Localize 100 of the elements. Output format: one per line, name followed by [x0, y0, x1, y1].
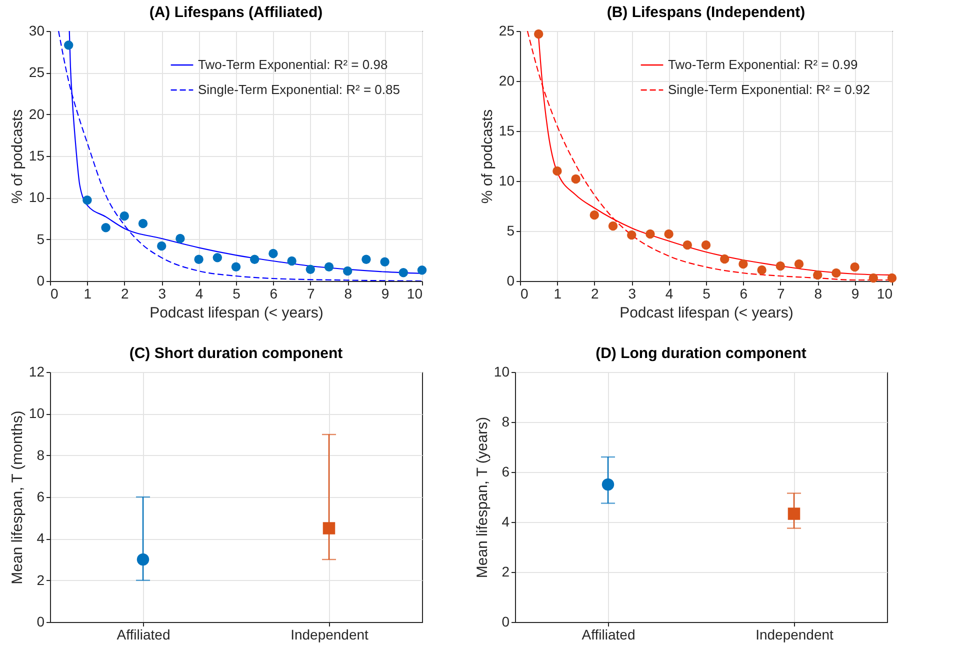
y-tick-label: 8	[502, 414, 510, 430]
y-tick-label: 10	[28, 189, 45, 206]
point	[362, 254, 371, 264]
x-tick-label: 8	[814, 286, 822, 302]
x-tick-label: 7	[307, 286, 315, 302]
y-tick-label: 6	[502, 464, 510, 480]
chart-title: (D) Long duration component	[596, 345, 806, 362]
y-tick-label: 6	[36, 488, 45, 504]
y-tick-label: 10	[28, 405, 45, 422]
point	[176, 234, 185, 244]
y-axis-title: Mean lifespan, T (years)	[474, 416, 491, 578]
x-tick-label: 0	[50, 286, 58, 302]
point	[342, 266, 352, 276]
y-tick-label: 0	[36, 272, 45, 288]
y-tick-label: 25	[28, 64, 45, 80]
chart-title: (B) Lifespans (Independent)	[606, 4, 806, 21]
point	[682, 240, 692, 250]
point	[417, 266, 427, 275]
point	[571, 174, 580, 184]
y-tick-label: 2	[36, 572, 45, 588]
point	[120, 211, 130, 221]
x-tick-label: Affiliated	[582, 626, 636, 642]
point	[268, 248, 278, 258]
y-tick-label: 5	[36, 230, 45, 247]
point	[590, 210, 600, 220]
y-tick-label: 8	[36, 446, 45, 463]
x-tick-label: 8	[344, 286, 352, 302]
y-tick-label: 5	[506, 222, 515, 238]
y-tick-label: 30	[28, 22, 45, 38]
point	[868, 273, 878, 283]
x-tick-label: 10	[406, 286, 423, 302]
y-axis-title: % of podcasts	[8, 109, 26, 204]
point	[832, 268, 841, 278]
point	[812, 270, 822, 280]
x-tick-label: Independent	[756, 626, 834, 642]
x-tick-label: Independent	[290, 626, 369, 642]
y-tick-label: 25	[498, 22, 515, 38]
x-tick-label: 1	[84, 286, 92, 302]
x-axis-title: Podcast lifespan (< years)	[150, 304, 324, 322]
point	[64, 40, 74, 50]
y-tick-label: 10	[494, 364, 510, 380]
x-tick-label: 1	[554, 286, 562, 302]
x-tick-label: 5	[232, 286, 241, 302]
x-tick-label: 3	[628, 286, 636, 302]
x-tick-label: Affiliated	[116, 626, 170, 642]
point	[794, 259, 804, 269]
x-tick-label: 10	[876, 286, 893, 302]
point	[101, 223, 110, 232]
y-tick-label: 4	[502, 514, 510, 530]
point	[250, 254, 260, 264]
y-tick-label: 20	[498, 72, 515, 88]
point	[626, 230, 636, 240]
x-tick-label: 9	[381, 286, 390, 302]
y-axis-title: Mean lifespan, T (months)	[8, 410, 26, 584]
point	[534, 29, 544, 39]
point	[212, 253, 222, 262]
x-tick-label: 4	[665, 286, 674, 302]
x-tick-label: 0	[520, 286, 528, 302]
point	[608, 221, 618, 231]
x-tick-label: 6	[740, 286, 748, 302]
legend-label: Two-Term Exponential: R² = 0.99	[668, 57, 858, 72]
y-tick-label: 2	[502, 564, 510, 580]
point	[380, 257, 390, 266]
point	[887, 273, 897, 283]
y-tick-label: 20	[28, 106, 45, 122]
x-tick-label: 4	[195, 286, 204, 302]
y-tick-label: 15	[498, 122, 515, 138]
x-tick-label: 7	[777, 286, 785, 302]
point	[701, 240, 711, 250]
y-axis-title: % of podcasts	[478, 109, 496, 204]
y-tick-label: 15	[28, 148, 45, 164]
legend-label: Two-Term Exponential: R² = 0.98	[198, 57, 388, 72]
x-tick-label: 9	[851, 286, 860, 302]
point	[287, 256, 296, 266]
x-tick-label: 2	[591, 286, 599, 302]
point	[850, 262, 860, 272]
point	[156, 241, 166, 251]
point	[231, 262, 241, 272]
point	[82, 196, 92, 205]
y-tick-label: 12	[28, 364, 45, 380]
chart-title: (C) Short duration component	[129, 345, 343, 362]
point	[324, 262, 334, 272]
point	[194, 254, 204, 264]
y-tick-label: 0	[506, 272, 515, 288]
y-tick-label: 10	[498, 172, 515, 188]
point	[398, 268, 408, 278]
legend-label: Single-Term Exponential: R² = 0.85	[198, 82, 400, 97]
y-tick-label: 4	[36, 530, 45, 546]
point	[776, 261, 786, 271]
y-tick-label: 0	[502, 614, 510, 630]
point	[138, 218, 148, 228]
x-tick-label: 6	[270, 286, 278, 302]
point	[306, 264, 316, 274]
y-tick-label: 0	[36, 614, 45, 630]
x-tick-label: 5	[702, 286, 711, 302]
x-tick-label: 2	[121, 286, 129, 302]
point	[757, 265, 766, 275]
legend-label: Single-Term Exponential: R² = 0.92	[668, 82, 870, 97]
point	[552, 166, 562, 176]
point	[720, 254, 730, 264]
